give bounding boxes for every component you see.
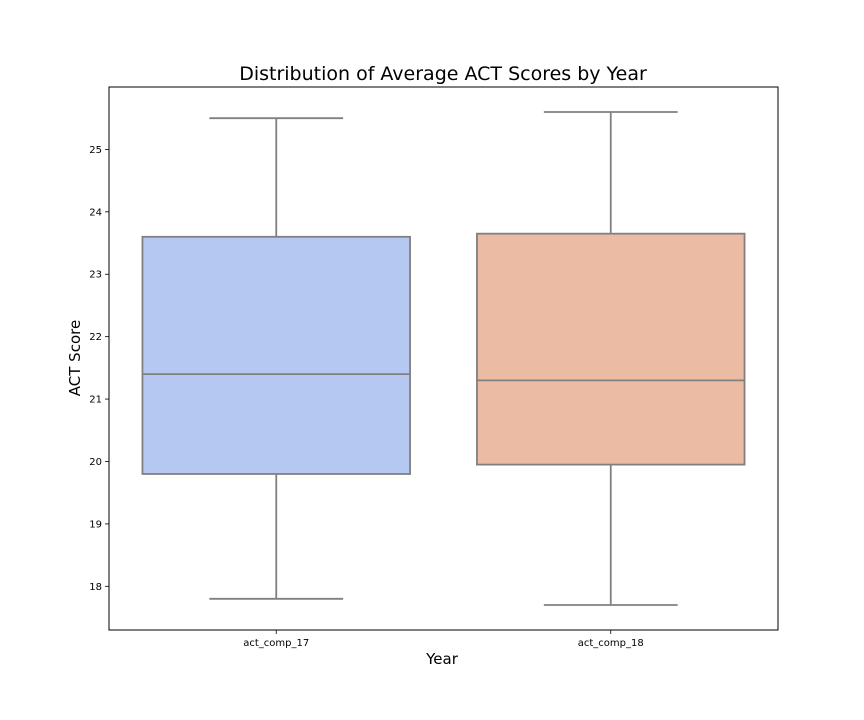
x-tick-label-act_comp_17: act_comp_17 [243,638,309,649]
y-tick-label-23: 23 [89,270,102,281]
x-axis-label: Year [425,650,459,668]
plot-frame [108,86,779,631]
y-tick-label-21: 21 [89,395,102,406]
box-act_comp_18 [476,232,746,466]
y-axis-label: ACT Score [66,320,84,396]
y-tick-label-22: 22 [89,332,102,343]
y-tick-label-19: 19 [89,519,102,530]
y-tick-label-25: 25 [89,145,102,156]
chart-title: Distribution of Average ACT Scores by Ye… [239,63,647,85]
y-tick-label-18: 18 [89,582,102,593]
y-tick-label-20: 20 [89,457,102,468]
plot-area: act_comp_17 act_comp_18 18 19 20 21 22 23 24 25 [89,86,779,649]
x-tick-label-act_comp_18: act_comp_18 [578,638,644,649]
y-tick-label-24: 24 [89,207,102,218]
box-act_comp_17 [141,235,411,475]
